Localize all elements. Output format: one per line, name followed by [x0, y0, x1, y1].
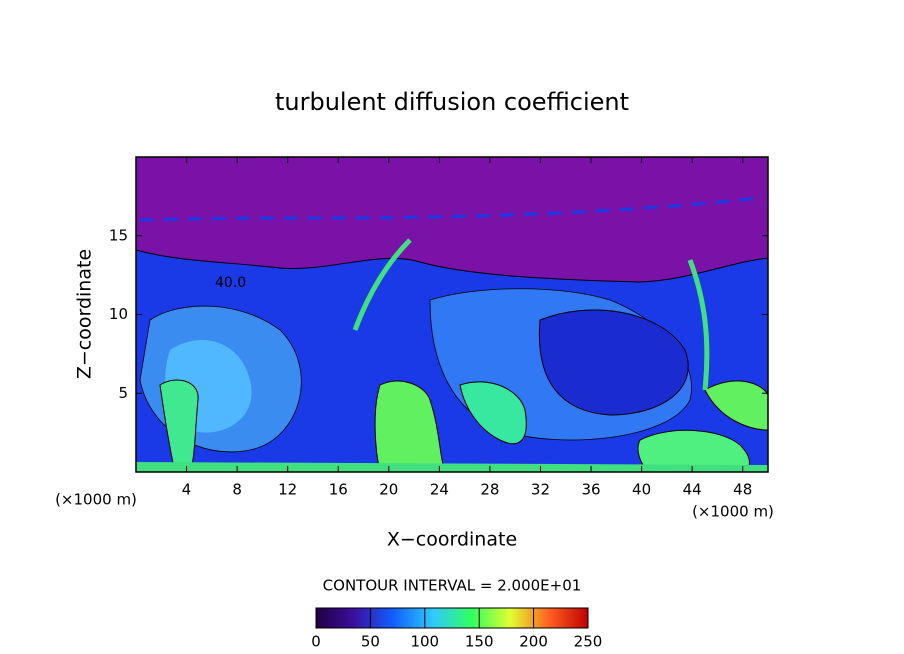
colorbar [315, 607, 589, 629]
y-tick-label: 10 [109, 305, 128, 323]
y-unit: (×1000 m) [55, 491, 137, 509]
x-unit: (×1000 m) [692, 503, 774, 521]
x-tick-label: 4 [182, 481, 192, 499]
x-tick-label: 20 [379, 481, 398, 499]
colorbar-tick-label: 50 [361, 633, 380, 651]
colorbar-tick-label: 100 [410, 633, 439, 651]
x-axis-label: X−coordinate [387, 529, 517, 551]
x-tick-label: 36 [581, 481, 600, 499]
x-tick-label: 12 [278, 481, 297, 499]
y-axis-label: Z−coordinate [74, 249, 96, 379]
colorbar-tick-label: 0 [311, 633, 321, 651]
x-tick-label: 48 [733, 481, 752, 499]
chart-title: turbulent diffusion coefficient [275, 88, 629, 116]
x-tick-label: 8 [232, 481, 242, 499]
y-tick-label: 15 [109, 226, 128, 244]
colorbar-tick-label: 200 [519, 633, 548, 651]
x-tick-label: 16 [329, 481, 348, 499]
contour-label: 40.0 [215, 275, 246, 291]
x-tick-label: 40 [632, 481, 651, 499]
colorbar-tick-label: 250 [574, 633, 603, 651]
colorbar-tick-label: 150 [465, 633, 494, 651]
x-tick-label: 24 [430, 481, 449, 499]
contour-interval: CONTOUR INTERVAL = 2.000E+01 [323, 577, 582, 595]
contour-field [136, 157, 768, 472]
y-tick-label: 5 [118, 384, 128, 402]
x-tick-label: 32 [531, 481, 550, 499]
x-tick-label: 28 [480, 481, 499, 499]
x-tick-label: 44 [683, 481, 702, 499]
